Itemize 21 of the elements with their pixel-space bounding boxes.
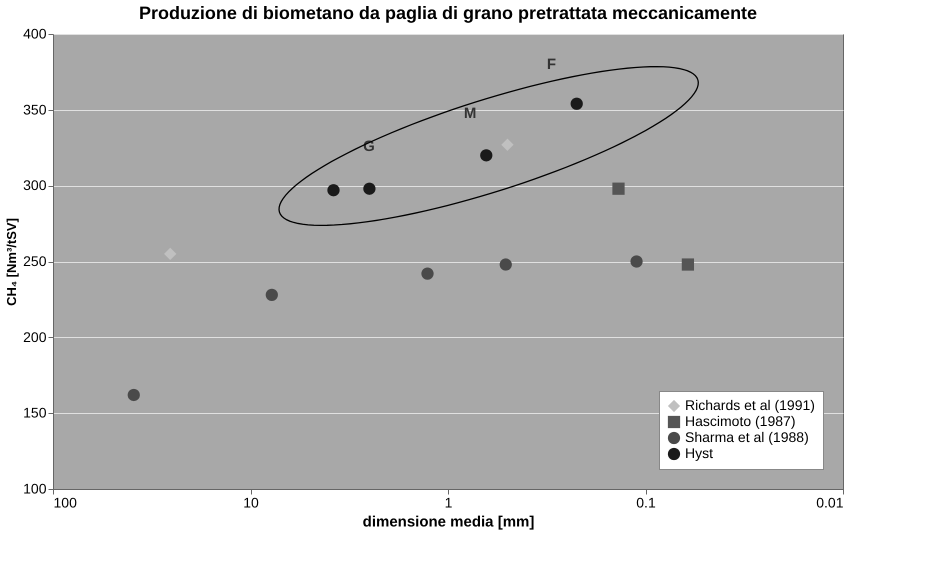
y-tick-label: 350 [23,101,47,118]
x-tick-label: 0.01 [816,494,844,510]
annotation: F [546,56,556,74]
x-tick-label: 0.1 [636,494,656,510]
legend-label: Hascimoto (1987) [685,413,796,429]
annotation: M [464,105,476,122]
x-tick-label: 10 [243,494,259,510]
y-tick-label: 100 [23,480,47,496]
y-axis-title: CH₄ [Nm³/tSV] [4,218,20,306]
y-tick-label: 150 [23,404,47,421]
x-tick-label: 1 [444,494,453,510]
legend-label: Hyst [685,445,714,461]
x-axis-title: dimensione media [mm] [362,514,534,530]
y-tick-label: 400 [23,26,47,42]
chart-title: Produzione di biometano da paglia di grano pretrattata meccanicamente [138,3,758,23]
legend-label: Sharma et al (1988) [685,429,809,445]
y-tick-label: 200 [23,328,47,345]
legend-label: Richards et al (1991) [685,397,815,413]
x-tick-label: 100 [54,494,78,510]
y-tick-label: 250 [23,253,47,269]
y-tick-label: 300 [23,177,47,194]
